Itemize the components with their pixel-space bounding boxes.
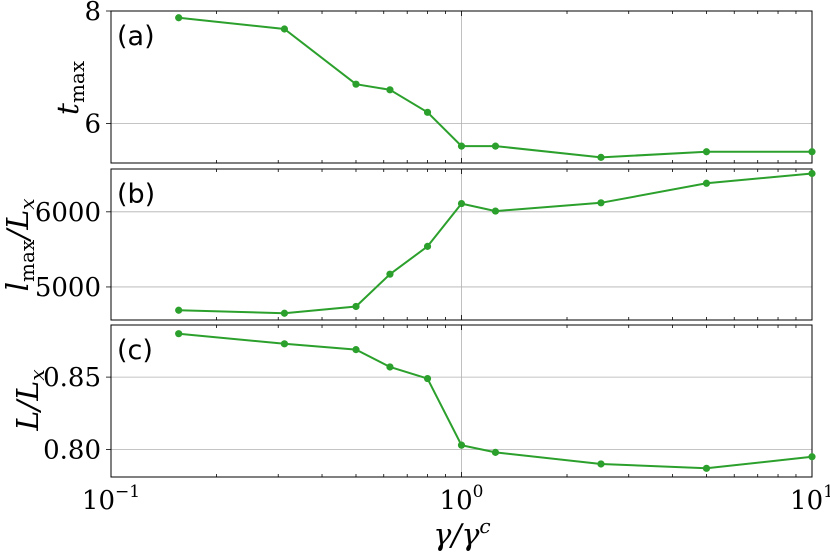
data-point-b-8 (702, 179, 711, 187)
data-point-a-5 (457, 142, 466, 150)
ylabel-c: L/Lx (11, 369, 49, 431)
data-point-a-8 (702, 148, 711, 156)
series-line-c (178, 332, 813, 470)
data-point-c-7 (597, 460, 605, 468)
ylabel-b: lmax/Lx (1, 198, 39, 291)
data-point-b-4 (423, 242, 432, 250)
data-point-c-4 (423, 374, 432, 383)
data-point-c-8 (702, 464, 711, 472)
ytick-label-a-1: 8 (84, 0, 101, 27)
data-point-b-9 (808, 169, 816, 178)
data-point-b-6 (491, 207, 500, 215)
axes-frame-a (110, 10, 813, 164)
data-point-c-9 (808, 453, 816, 461)
xtick-label-0: 10−1 (82, 482, 140, 516)
series-line-b (178, 172, 813, 315)
data-point-c-1 (280, 340, 289, 348)
data-point-a-3 (386, 86, 394, 94)
data-point-b-7 (597, 199, 605, 207)
panel-label-a: (a) (117, 21, 155, 52)
data-point-a-1 (280, 25, 289, 33)
ytick-label-b-0: 5000 (35, 273, 101, 303)
data-point-c-6 (491, 448, 500, 456)
axes-frame-b (110, 168, 813, 321)
data-point-a-0 (175, 14, 183, 22)
data-point-b-0 (175, 306, 183, 314)
panel-c: 0.80 0.85 (c) 10−1 100 101 (43, 324, 830, 516)
data-point-c-3 (386, 363, 394, 371)
data-point-c-2 (352, 346, 360, 354)
data-point-a-2 (352, 80, 360, 88)
data-point-c-5 (457, 441, 466, 449)
data-point-b-5 (457, 199, 466, 208)
xtick-label-2: 101 (790, 482, 830, 516)
panel-label-b: (b) (117, 179, 155, 210)
series-line-a (178, 16, 812, 159)
data-point-c-0 (175, 330, 183, 338)
data-point-a-4 (423, 108, 432, 116)
ytick-label-c-1: 0.85 (43, 363, 101, 393)
ytick-label-b-1: 6000 (35, 198, 101, 228)
data-point-a-9 (808, 148, 816, 156)
axes-frame-c (110, 324, 813, 478)
ytick-label-c-0: 0.80 (43, 435, 101, 465)
data-point-b-1 (280, 309, 289, 317)
xlabel: γ/γc (433, 514, 490, 553)
data-point-a-6 (491, 142, 500, 150)
xtick-label-1: 100 (440, 482, 484, 516)
panel-a: 6 8 (a) (84, 0, 816, 164)
panel-b: 5000 6000 (b) (35, 168, 816, 321)
data-point-a-7 (597, 153, 605, 161)
data-point-b-2 (352, 302, 360, 311)
ytick-label-a-0: 6 (84, 110, 101, 140)
data-point-b-3 (386, 270, 394, 278)
panel-label-c: (c) (117, 335, 153, 366)
ylabel-a: tmax (51, 60, 89, 115)
